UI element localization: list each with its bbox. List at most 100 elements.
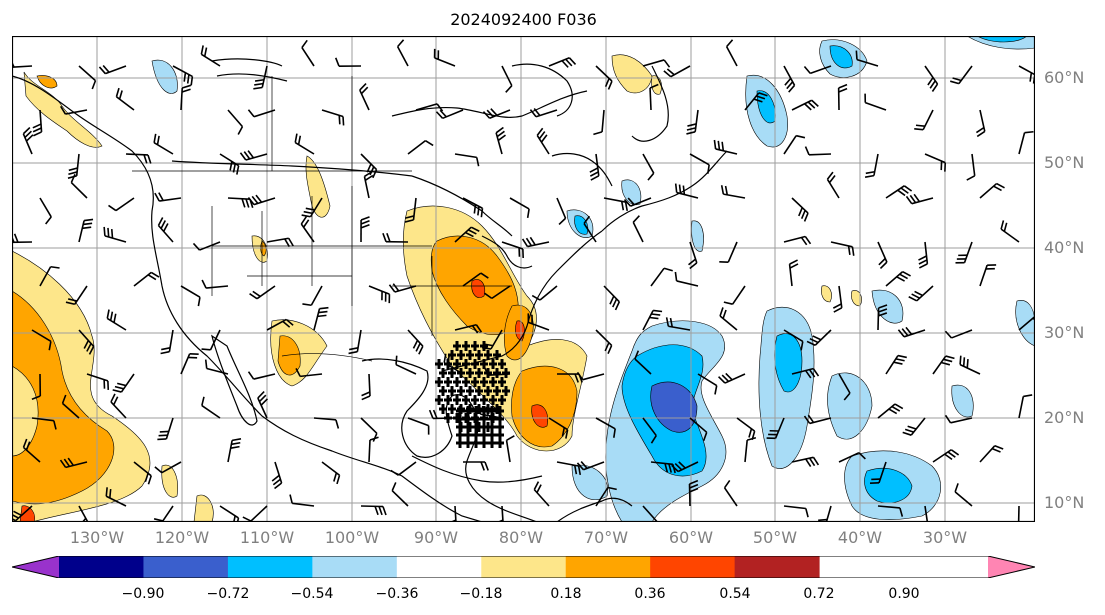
marker: [462, 341, 470, 351]
marker: [448, 404, 456, 414]
wind-barb: [783, 329, 804, 351]
wind-barb: [838, 451, 866, 463]
marker: [439, 404, 447, 414]
wind-barb: [404, 197, 417, 223]
marker: [471, 377, 479, 387]
wind-barb: [454, 323, 483, 334]
marker: [457, 386, 465, 396]
wind-barb: [713, 139, 738, 155]
marker: [435, 359, 443, 369]
wind-barb: [649, 83, 659, 111]
colorbar-tick-label: −0.72: [206, 586, 250, 602]
wind-barb: [924, 65, 939, 92]
wind-barb: [106, 309, 127, 331]
wind-barb: [249, 285, 276, 300]
colorbar-tick-label: 0.54: [719, 586, 751, 602]
wind-barb: [108, 197, 135, 212]
wind-barb: [201, 279, 229, 289]
lat-label: 50°N: [1044, 153, 1085, 172]
wind-barb: [864, 153, 879, 178]
wind-barb: [719, 241, 738, 263]
colorbar-extend-high: [988, 556, 1035, 578]
wind-barb: [227, 438, 242, 463]
marker: [464, 430, 472, 440]
colorbar-segment: [734, 556, 820, 578]
marker: [475, 368, 483, 378]
marker: [493, 404, 501, 414]
wind-barb: [689, 153, 710, 174]
lon-label: 110°W: [239, 528, 295, 547]
wind-barb: [67, 153, 80, 179]
lon-label: 130°W: [69, 528, 125, 547]
marker: [496, 406, 504, 416]
wind-barb: [924, 505, 929, 522]
wind-barb: [556, 461, 582, 475]
wind-barb: [395, 355, 417, 375]
wind-barb: [527, 313, 550, 331]
wind-barb: [321, 109, 345, 126]
wind-barb: [157, 417, 174, 441]
wind-barb: [481, 329, 503, 350]
wind-barb: [719, 307, 738, 331]
wind-barb: [483, 285, 511, 300]
wind-barb: [902, 417, 926, 436]
wind-barb: [536, 127, 550, 155]
wind-barb: [462, 272, 489, 287]
wind-barb: [674, 183, 699, 199]
wind-barb: [663, 65, 691, 78]
wind-barb: [359, 83, 370, 111]
marker: [472, 422, 480, 432]
wind-barb: [803, 414, 832, 425]
wind-barb: [454, 226, 480, 243]
map-panel: [12, 36, 1035, 522]
marker: [480, 341, 488, 351]
lon-label: 90°W: [413, 528, 459, 547]
wind-barb: [589, 153, 600, 181]
wind-barb: [686, 109, 699, 135]
wind-barb: [1018, 130, 1034, 155]
wind-barb: [361, 373, 371, 401]
wind-barb: [855, 50, 879, 67]
wind-barb: [783, 505, 809, 518]
wind-barb: [180, 352, 199, 375]
lon-label: 40°W: [837, 528, 883, 547]
wind-barb: [803, 65, 832, 75]
wind-barb: [192, 241, 221, 251]
wind-barb: [477, 405, 503, 419]
wind-barb: [435, 109, 464, 120]
wind-barb: [390, 461, 417, 476]
wind-barb: [227, 197, 254, 208]
marker: [466, 350, 474, 360]
wind-barb: [688, 479, 699, 507]
wind-barb: [905, 193, 934, 205]
marker: [471, 359, 479, 369]
marker: [466, 386, 474, 396]
wind-barb: [509, 197, 530, 218]
wind-barb: [242, 505, 268, 522]
wind-barb: [154, 192, 182, 202]
marker: [496, 430, 504, 440]
wind-barb: [548, 57, 577, 68]
wind-barb: [885, 185, 913, 199]
wind-barbs: [12, 39, 1035, 522]
wind-barb: [595, 417, 616, 438]
wind-barb: [804, 146, 832, 156]
wind-barb: [650, 267, 673, 287]
marker: [456, 414, 464, 424]
wind-barb: [454, 153, 480, 167]
lon-label: 120°W: [154, 528, 210, 547]
wind-barb: [671, 461, 699, 473]
marker: [480, 395, 488, 405]
colorbar-tick-label: −0.90: [121, 586, 165, 602]
wind-barb: [697, 373, 718, 395]
marker: [488, 422, 496, 432]
wind-barb: [665, 317, 691, 331]
lon-label: 80°W: [498, 528, 544, 547]
wind-barb: [954, 483, 973, 507]
wind-barb: [791, 197, 809, 222]
wind-barb: [239, 150, 268, 161]
wind-barb: [501, 241, 524, 259]
marker: [456, 438, 464, 448]
marker: [480, 359, 488, 369]
colorbar-extend-low: [12, 556, 59, 578]
